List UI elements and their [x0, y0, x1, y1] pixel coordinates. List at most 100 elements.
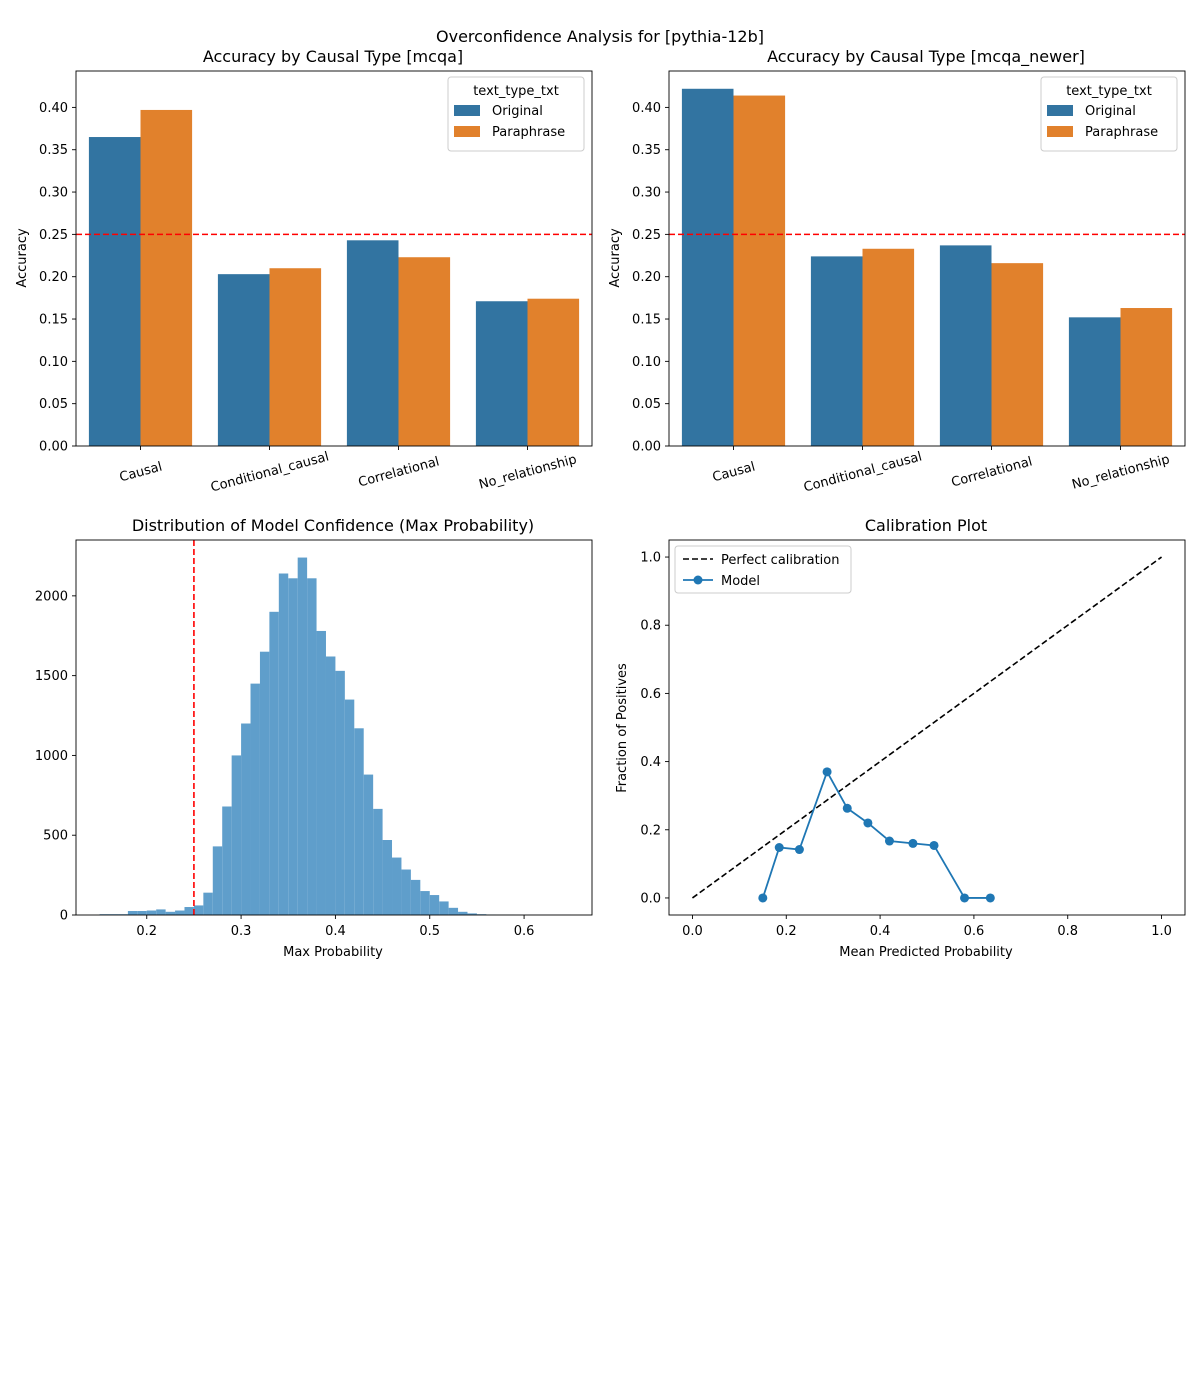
- y-tick-label: 0.20: [632, 270, 661, 285]
- legend-box: [674, 545, 852, 594]
- y-tick-label: 500: [43, 829, 68, 844]
- y-tick-label: 1500: [35, 669, 68, 684]
- bar-paraphrase-correlational: [991, 263, 1044, 446]
- histogram-bar: [156, 909, 166, 915]
- x-tick-label: No_relationship: [1070, 452, 1171, 493]
- histogram-bar: [363, 774, 374, 915]
- calibration-title: Calibration Plot: [865, 516, 987, 535]
- bar-paraphrase-conditional_causal: [269, 268, 322, 446]
- legend-label-model: Model: [721, 574, 760, 589]
- legend-box: [1040, 76, 1178, 152]
- histogram-bar: [212, 846, 223, 915]
- panel-mcqa-newer: Accuracy by Causal Type [mcqa_newer] Acc…: [608, 47, 1186, 495]
- legend-label-original: Original: [1085, 104, 1136, 119]
- x-tick-label: 0.3: [231, 924, 252, 939]
- x-tick-label: 0.4: [870, 924, 891, 939]
- y-tick-label: 0.40: [39, 101, 68, 116]
- panel-confidence-histogram: Distribution of Model Confidence (Max Pr…: [35, 516, 593, 960]
- x-tick-label: Conditional_causal: [209, 449, 331, 495]
- x-tick-label: 1.0: [1151, 924, 1172, 939]
- histogram-bar: [335, 670, 345, 915]
- x-tick-label: 0.6: [964, 924, 985, 939]
- model-point: [794, 845, 804, 855]
- y-tick-label: 0.25: [632, 228, 661, 243]
- legend-box: [447, 76, 585, 152]
- panel-mcqa: Accuracy by Causal Type [mcqa] Accuracy …: [15, 47, 593, 495]
- legend-swatch-original: [454, 105, 480, 116]
- legend-label-original: Original: [492, 104, 543, 119]
- model-point: [822, 767, 832, 777]
- y-tick-label: 0.00: [632, 440, 661, 455]
- histogram-bar: [439, 901, 449, 915]
- y-tick-label: 0.15: [632, 313, 661, 328]
- x-tick-label: Correlational: [950, 454, 1034, 490]
- y-tick-label: 0.0: [640, 891, 661, 906]
- histogram-bar: [420, 891, 430, 915]
- axes-frame: [668, 539, 1186, 916]
- y-tick-label: 0.10: [39, 355, 68, 370]
- model-point: [842, 803, 852, 813]
- histogram-bar: [373, 808, 383, 915]
- bar-original-conditional_causal: [217, 274, 270, 446]
- y-tick-label: 1.0: [640, 551, 661, 566]
- model-point: [863, 818, 873, 828]
- y-tick-label: 1000: [35, 749, 68, 764]
- legend-swatch-paraphrase: [1047, 126, 1073, 137]
- y-tick-label: 0.05: [632, 397, 661, 412]
- histogram-bar: [307, 578, 317, 915]
- histogram-bar: [401, 869, 411, 915]
- figure-suptitle: Overconfidence Analysis for [pythia-12b]: [436, 27, 764, 46]
- bar-original-correlational: [346, 240, 399, 446]
- y-tick-label: 0.30: [632, 186, 661, 201]
- bar-paraphrase-conditional_causal: [862, 248, 915, 446]
- y-tick-label: 0.00: [39, 440, 68, 455]
- panel-calibration: Calibration Plot Mean Predicted Probabil…: [615, 516, 1186, 960]
- bar-original-causal: [88, 137, 141, 446]
- y-tick-label: 0.20: [39, 270, 68, 285]
- axes-frame: [75, 70, 593, 447]
- histogram-bar: [344, 699, 355, 915]
- y-tick-label: 0.8: [640, 619, 661, 634]
- bar-paraphrase-causal: [140, 109, 193, 446]
- legend-label-paraphrase: Paraphrase: [492, 125, 565, 140]
- x-tick-label: 0.8: [1057, 924, 1078, 939]
- legend-marker-model: [693, 575, 703, 585]
- model-point: [908, 838, 918, 848]
- bar-paraphrase-no_relationship: [1120, 308, 1173, 446]
- histogram-bar: [127, 911, 138, 915]
- histogram-bar: [429, 895, 440, 915]
- histogram-bar: [467, 913, 477, 915]
- y-tick-label: 0.05: [39, 397, 68, 412]
- legend-title: text_type_txt: [1066, 84, 1152, 99]
- panel-mcqa-ylabel: Accuracy: [15, 228, 30, 288]
- histogram-bar: [325, 656, 336, 915]
- histogram-bar: [222, 806, 232, 915]
- y-tick-label: 0.10: [632, 355, 661, 370]
- axes-frame: [668, 70, 1186, 447]
- bar-paraphrase-no_relationship: [527, 298, 580, 446]
- histogram-bar: [193, 905, 204, 915]
- model-point: [985, 893, 995, 903]
- histogram-bar: [354, 728, 364, 915]
- legend-label-paraphrase: Paraphrase: [1085, 125, 1158, 140]
- legend-title: text_type_txt: [473, 84, 559, 99]
- x-tick-label: 0.2: [136, 924, 157, 939]
- panel-mcqa-newer-title: Accuracy by Causal Type [mcqa_newer]: [767, 47, 1085, 67]
- histogram-bar: [458, 911, 468, 915]
- histogram-bar: [259, 651, 270, 915]
- axes-frame: [75, 539, 593, 916]
- histogram-bar: [250, 683, 260, 915]
- y-tick-label: 0.35: [39, 143, 68, 158]
- legend-swatch-paraphrase: [454, 126, 480, 137]
- histogram-bar: [231, 755, 242, 915]
- x-tick-label: Causal: [118, 460, 164, 486]
- histogram-bar: [137, 911, 147, 915]
- y-tick-label: 0: [60, 909, 68, 924]
- calibration-xlabel: Mean Predicted Probability: [839, 945, 1013, 960]
- x-tick-label: 0.6: [514, 924, 535, 939]
- x-tick-label: Conditional_causal: [802, 449, 924, 495]
- x-tick-label: 0.2: [776, 924, 797, 939]
- y-tick-label: 0.6: [640, 687, 661, 702]
- legend-swatch-original: [1047, 105, 1073, 116]
